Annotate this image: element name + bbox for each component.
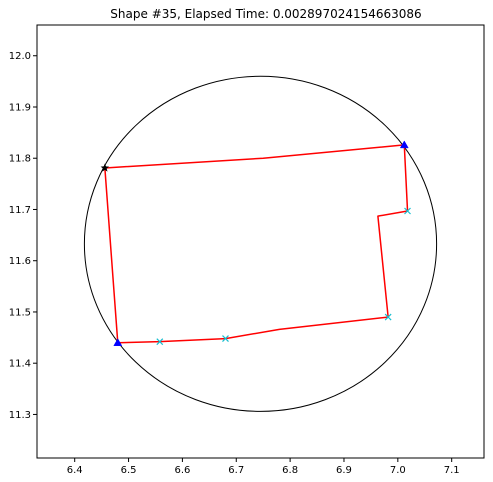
plot-area (36, 24, 485, 459)
y-tick-label: 11.6 (9, 256, 31, 267)
x-tick-label: 6.4 (67, 465, 83, 476)
x-marker (384, 313, 392, 321)
x-marker-stroke (384, 313, 392, 321)
y-tick-label: 11.4 (9, 359, 31, 370)
x-marker (404, 207, 411, 215)
star-marker (100, 163, 110, 172)
y-tick-label: 11.8 (9, 154, 31, 165)
triangle-marker (399, 140, 409, 149)
y-tick-label: 11.9 (9, 102, 31, 113)
chart-title: Shape #35, Elapsed Time: 0.0028970241546… (110, 7, 421, 21)
triangle-marker (113, 338, 123, 346)
x-tick-label: 6.6 (174, 465, 190, 476)
x-marker-stroke (222, 335, 229, 343)
y-tick-label: 11.5 (9, 307, 31, 318)
y-tick-label: 11.3 (9, 410, 31, 421)
x-marker-stroke (404, 207, 411, 215)
x-tick-label: 6.8 (282, 465, 298, 476)
x-marker (222, 335, 229, 343)
x-marker-stroke (156, 338, 164, 346)
y-tick-label: 11.7 (9, 205, 31, 216)
x-marker (156, 338, 164, 346)
x-tick-label: 6.9 (336, 465, 352, 476)
x-axis-ticks: 6.4 6.5 6.6 6.7 6.8 6.9 7.0 7.1 (67, 458, 460, 476)
x-tick-label: 6.5 (121, 465, 137, 476)
x-tick-label: 7.0 (390, 465, 406, 476)
plot-content (83, 75, 438, 412)
x-tick-label: 7.1 (444, 465, 460, 476)
y-tick-label: 12.0 (9, 51, 31, 62)
y-axis-ticks: 11.3 11.4 11.5 11.6 11.7 11.8 11.9 12.0 (9, 51, 37, 421)
bounding-circle (83, 75, 438, 412)
x-tick-label: 6.7 (228, 465, 244, 476)
